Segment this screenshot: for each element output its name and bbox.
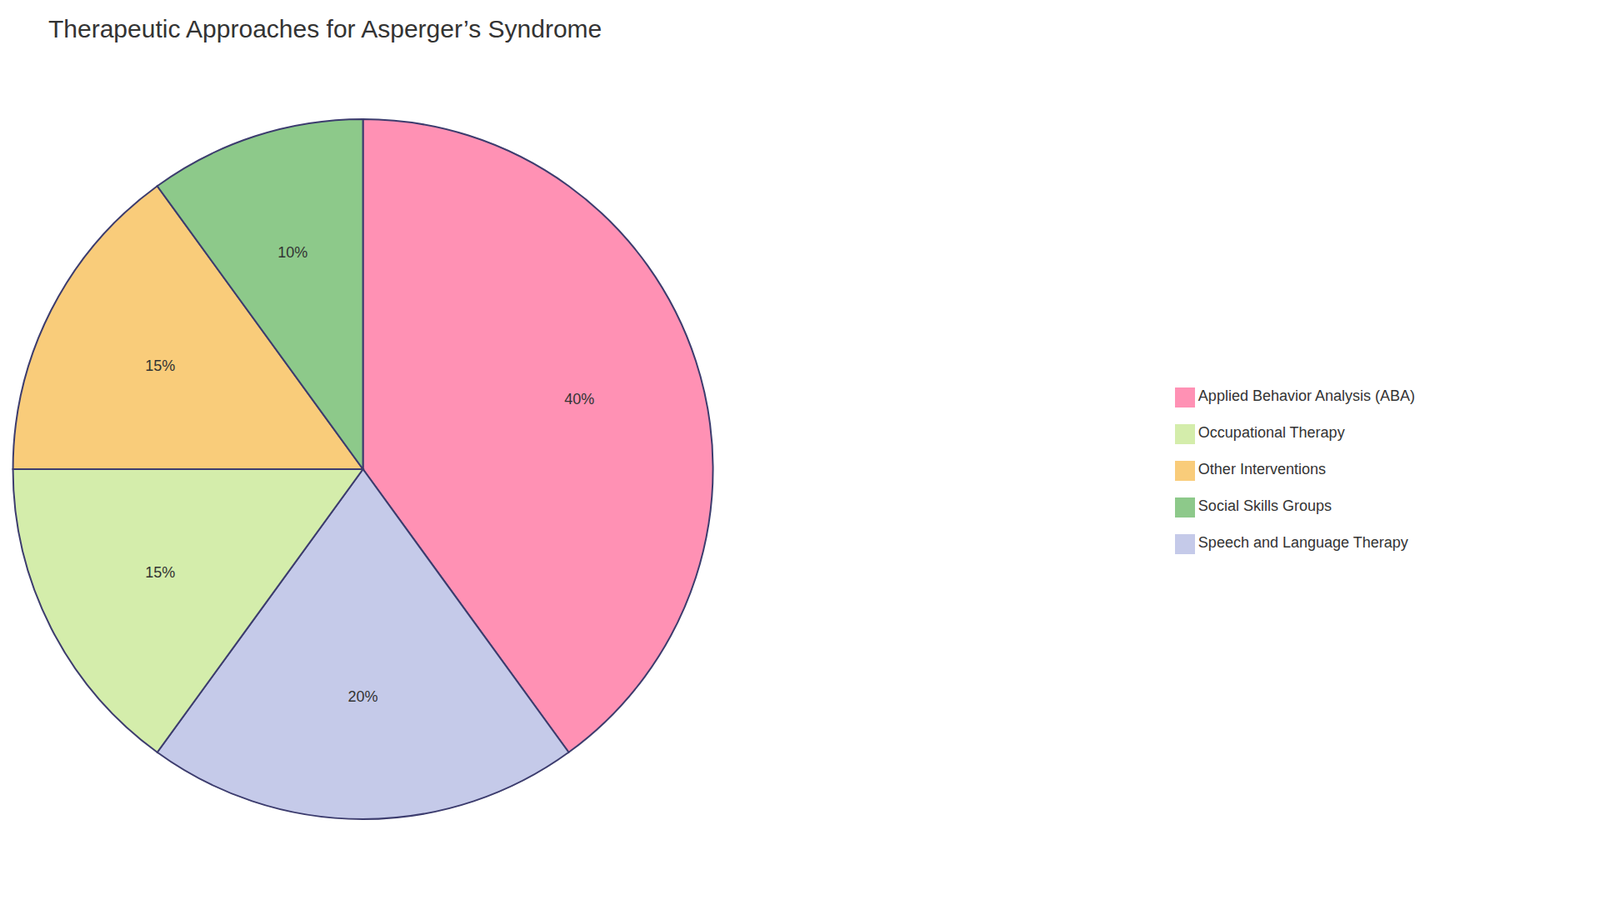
svg-text:20%: 20%: [348, 688, 379, 705]
html-text:Applied Behavior Analysis (ABA: Applied Behavior Analysis (ABA): [1198, 387, 1415, 405]
svg-text:10%: 10%: [277, 244, 308, 261]
html-text:Occupational Therapy: Occupational Therapy: [1198, 424, 1345, 441]
svg-text:40%: 40%: [564, 390, 595, 408]
html-text:Social Skills Groups: Social Skills Groups: [1198, 497, 1332, 515]
svg-text:15%: 15%: [145, 564, 175, 581]
html-text:Other Interventions: Other Interventions: [1198, 460, 1326, 478]
html-text:Speech and Language Therapy: Speech and Language Therapy: [1198, 534, 1409, 551]
html-text:Therapeutic Approaches for Asp: Therapeutic Approaches for Asperger’s Sy…: [48, 15, 602, 43]
svg-text:15%: 15%: [145, 357, 175, 375]
